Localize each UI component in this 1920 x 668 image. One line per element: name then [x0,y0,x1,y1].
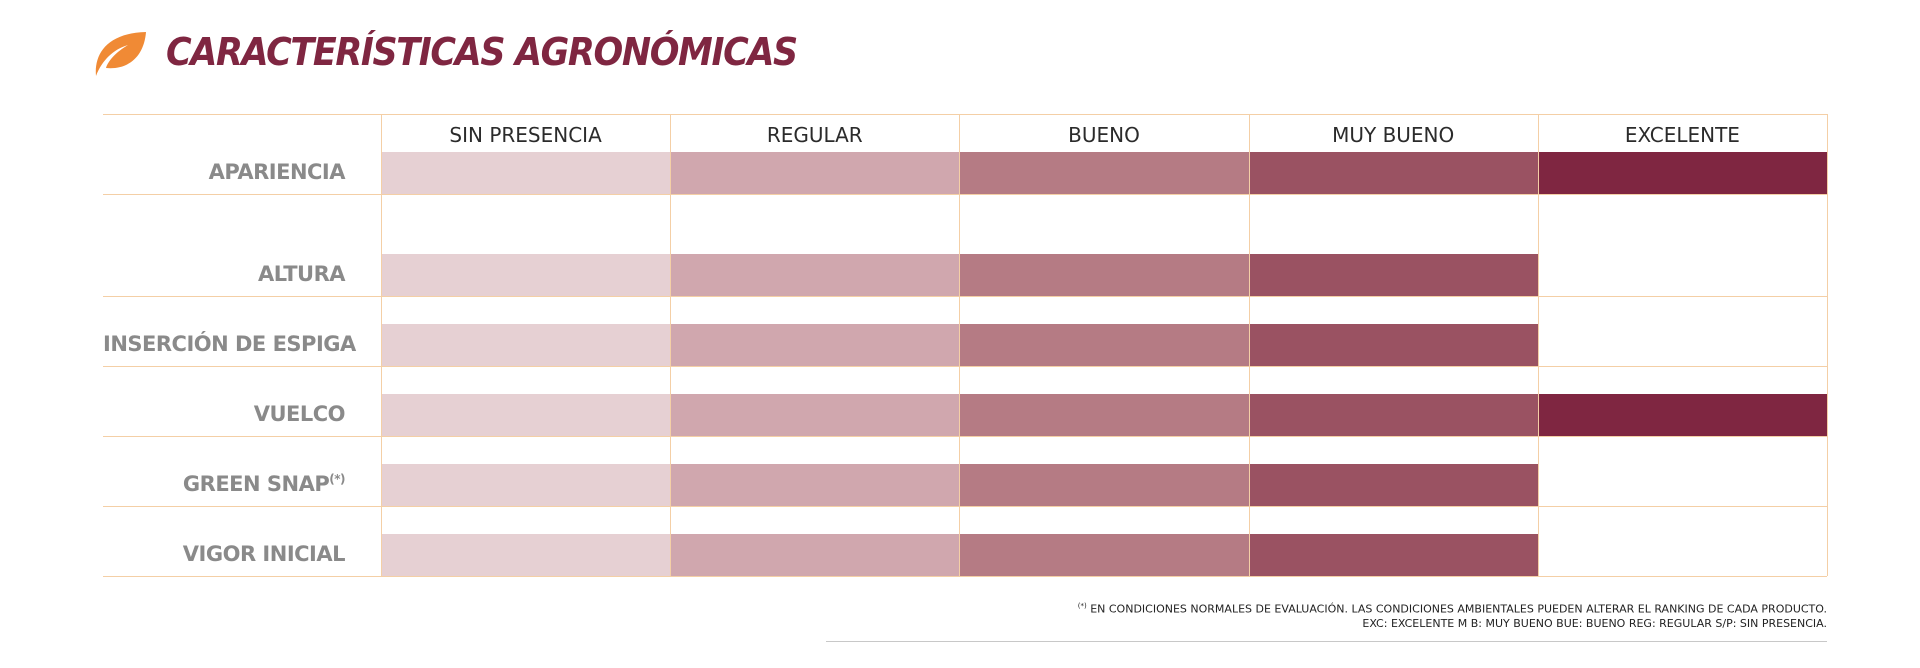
column-header: EXCELENTE [1624,123,1740,147]
rating-cell [670,394,960,436]
row-label-superscript: (*) [329,472,345,486]
column-header: MUY BUENO [1332,123,1455,147]
rating-cell [670,464,960,506]
rating-cell [670,152,960,194]
row-label: GREEN SNAP(*) [103,472,346,496]
page-title: CARACTERÍSTICAS AGRONÓMICAS [166,30,798,74]
grid-line [103,194,1827,195]
rating-cell [1537,152,1827,194]
row-label: ALTURA [103,262,345,286]
row-label-text: ALTURA [258,262,345,286]
rating-cell [381,394,671,436]
footnote-marker: (*) [1077,602,1087,610]
rating-cell [381,152,671,194]
rating-cell [670,534,960,576]
column-header: BUENO [1068,123,1140,147]
rating-cell [381,254,671,296]
rating-cell [1248,534,1539,576]
row-label-text: VUELCO [253,402,346,426]
grid-line [381,114,382,576]
rating-cell [381,464,671,506]
rating-cell [959,464,1250,506]
grid-line [103,114,1827,115]
row-label-text: APARIENCIA [208,160,346,184]
footnote-line-1: (*) EN CONDICIONES NORMALES DE EVALUACIÓ… [1078,602,1827,616]
grid-line [1248,114,1250,576]
column-header: REGULAR [766,123,863,147]
row-label-text: GREEN SNAP [182,472,330,496]
rating-cell [670,254,960,296]
rating-cell [1248,254,1539,296]
grid-line [103,296,1827,297]
footnote-line-2: EXC: EXCELENTE M B: MUY BUENO BUE: BUENO… [1362,617,1827,630]
grid-line [103,436,1827,437]
rating-cell [670,324,960,366]
rating-cell [959,152,1250,194]
header: CARACTERÍSTICAS AGRONÓMICAS [94,24,852,80]
ratings-table: SIN PRESENCIA REGULAR BUENO MUY BUENO EXCELE… [103,114,1828,577]
grid-line [670,114,672,576]
footnote-text: EN CONDICIONES NORMALES DE EVALUACIÓN. L… [1086,602,1827,616]
rating-cell [1537,394,1827,436]
rating-cell [959,534,1250,576]
grid-line [103,576,1827,577]
rating-cell [959,394,1250,436]
grid-line [103,506,1827,507]
leaf-icon [95,32,146,76]
rating-cell [959,254,1250,296]
rating-cell [381,534,671,576]
footnote-divider [826,641,1827,642]
grid-line [1827,114,1828,576]
grid-line [103,366,1827,367]
grid-line [1537,114,1539,576]
row-label-text: INSERCIÓN DE ESPIGA [103,332,356,356]
row-label: VIGOR INICIAL [103,542,346,566]
rating-cell [1248,394,1539,436]
rating-cell [1248,152,1539,194]
row-label: APARIENCIA [103,160,346,184]
row-label-text: VIGOR INICIAL [182,542,346,566]
column-header: SIN PRESENCIA [449,123,602,147]
rating-cell [959,324,1250,366]
grid-line [959,114,961,576]
row-label: INSERCIÓN DE ESPIGA [103,332,356,356]
rating-cell [1248,464,1539,506]
rating-cell [1248,324,1539,366]
row-label: VUELCO [103,402,346,426]
rating-cell [381,324,671,366]
